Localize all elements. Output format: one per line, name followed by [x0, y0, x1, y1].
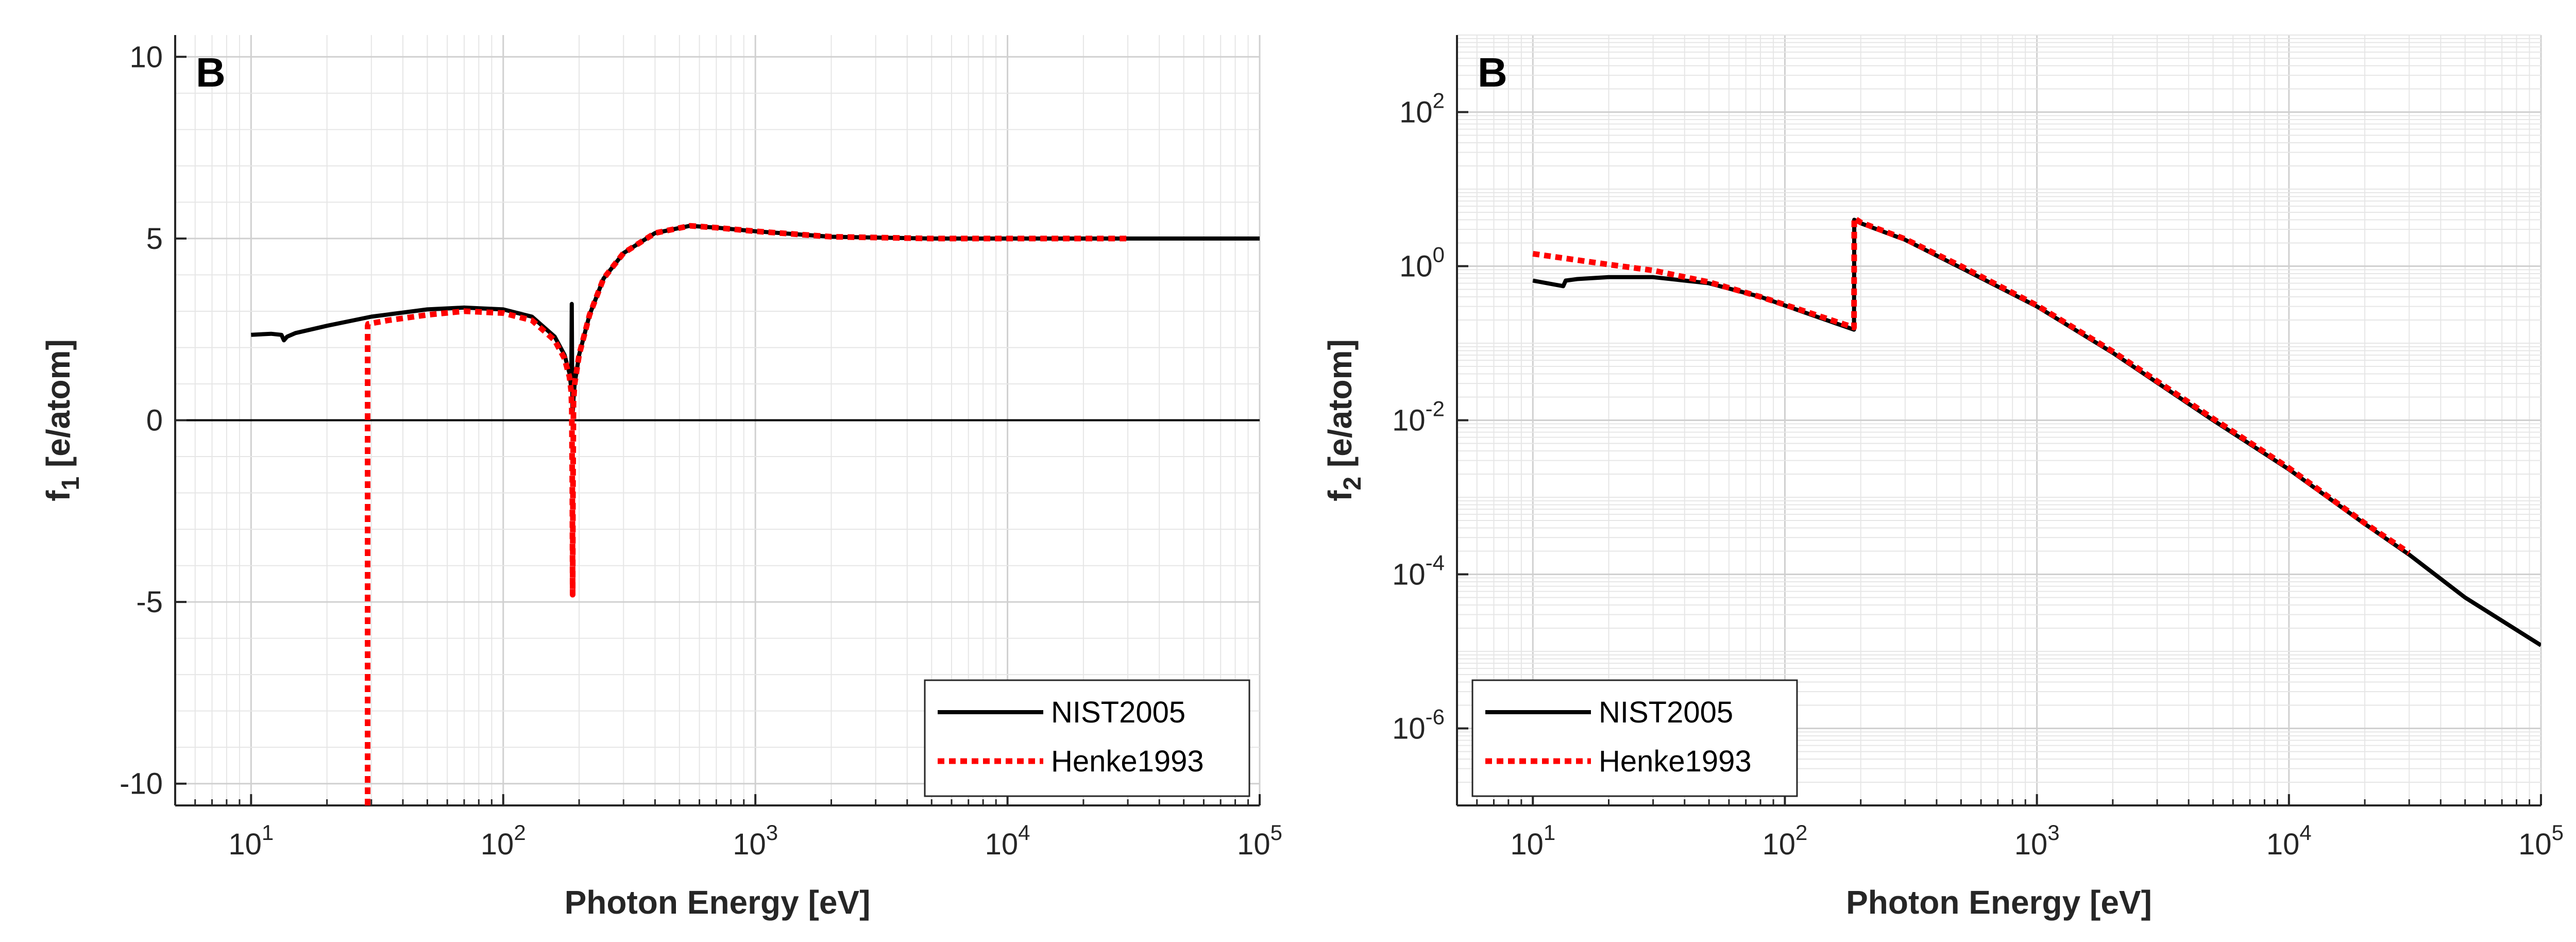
y-axis-label-symbol: f [1321, 490, 1359, 501]
x-axis-label: Photon Energy [eV] [565, 884, 871, 921]
x-tick-exponent: 5 [2552, 820, 2564, 845]
x-tick-exponent: 1 [1544, 820, 1555, 845]
x-tick-base: 10 [985, 828, 1019, 861]
x-tick-base: 10 [228, 828, 262, 861]
x-tick-exponent: 4 [1018, 820, 1030, 845]
x-tick-exponent: 3 [2047, 820, 2059, 845]
y-tick-base: 10 [1392, 404, 1426, 438]
x-tick-base: 10 [1510, 828, 1544, 861]
y-tick-exponent: -6 [1426, 705, 1445, 729]
legend-box [924, 679, 1250, 797]
legend: NIST2005 Henke1993 [1471, 679, 1798, 797]
y-axis-label-unit: [e/atom] [1321, 339, 1359, 477]
x-tick-base: 10 [2518, 828, 2552, 861]
y-tick-label: 10-6 [1392, 705, 1445, 746]
x-tick-exponent: 1 [262, 820, 274, 845]
x-tick-exponent: 2 [514, 820, 526, 845]
y-axis-label-subscript: 1 [57, 477, 84, 491]
legend-entry-nist2005: NIST2005 [1051, 696, 1185, 729]
y-axis-label-symbol: f [40, 490, 77, 501]
y-tick-base: 10 [1392, 558, 1426, 592]
series-line-henke1993 [365, 223, 1128, 805]
x-tick-exponent: 5 [1270, 820, 1282, 845]
y-axis-label: f1 [e/atom] [40, 339, 84, 501]
x-tick-base: 10 [2014, 828, 2048, 861]
x-tick-label: 105 [1237, 820, 1282, 861]
y-tick-label: 0 [146, 404, 163, 438]
panel-label: B [1478, 49, 1507, 95]
legend-entry-henke1993: Henke1993 [1599, 745, 1752, 778]
legend: NIST2005 Henke1993 [924, 679, 1250, 797]
series-line-henke1993 [1532, 215, 2411, 556]
grid [1456, 35, 2542, 806]
y-tick-label: 10 [129, 40, 163, 74]
y-tick-exponent: -2 [1426, 397, 1445, 421]
series-line-nist2005 [1532, 217, 2541, 647]
x-tick-label: 102 [481, 820, 526, 861]
x-tick-base: 10 [1762, 828, 1796, 861]
x-tick-label: 102 [1762, 820, 1808, 861]
y-axis-label: f2 [e/atom] [1321, 339, 1366, 501]
x-tick-label: 104 [2266, 820, 2312, 861]
x-tick-label: 105 [2518, 820, 2564, 861]
x-tick-base: 10 [481, 828, 514, 861]
x-tick-label: 103 [2014, 820, 2060, 861]
y-tick-label: -5 [136, 585, 163, 619]
y-tick-exponent: 2 [1433, 89, 1445, 113]
y-tick-base: 10 [1399, 96, 1433, 129]
y-tick-base: 10 [1399, 250, 1433, 283]
legend-box [1471, 679, 1798, 797]
x-tick-label: 104 [985, 820, 1030, 861]
x-tick-exponent: 4 [2299, 820, 2311, 845]
x-tick-base: 10 [2266, 828, 2300, 861]
y-axis-label-subscript: 2 [1339, 477, 1366, 491]
y-tick-base: 10 [1392, 712, 1426, 746]
y-tick-label: 10-2 [1392, 397, 1445, 438]
y-tick-exponent: -4 [1426, 551, 1445, 575]
y-tick-label: -10 [120, 767, 163, 801]
y-tick-label: 5 [146, 222, 163, 256]
series-group [251, 223, 1260, 805]
f2-panel: 101 102 103 104 10510210010-210-410-6BPhoton… [1321, 35, 2564, 921]
x-tick-label: 101 [1510, 820, 1555, 861]
legend-entry-henke1993: Henke1993 [1051, 745, 1204, 778]
x-tick-label: 103 [733, 820, 778, 861]
x-tick-base: 10 [1237, 828, 1270, 861]
y-tick-label: 102 [1399, 89, 1445, 129]
series-group [1532, 215, 2541, 647]
x-tick-base: 10 [733, 828, 766, 861]
x-tick-label: 101 [228, 820, 274, 861]
x-tick-exponent: 3 [766, 820, 778, 845]
y-tick-label: 10-4 [1392, 551, 1445, 592]
x-tick-exponent: 2 [1795, 820, 1807, 845]
legend-entry-nist2005: NIST2005 [1599, 696, 1733, 729]
x-axis-label: Photon Energy [eV] [1846, 884, 2152, 921]
y-axis-label-unit: [e/atom] [40, 339, 77, 477]
panel-label: B [196, 49, 226, 95]
y-tick-label: 100 [1399, 243, 1445, 283]
y-tick-exponent: 0 [1433, 243, 1445, 267]
